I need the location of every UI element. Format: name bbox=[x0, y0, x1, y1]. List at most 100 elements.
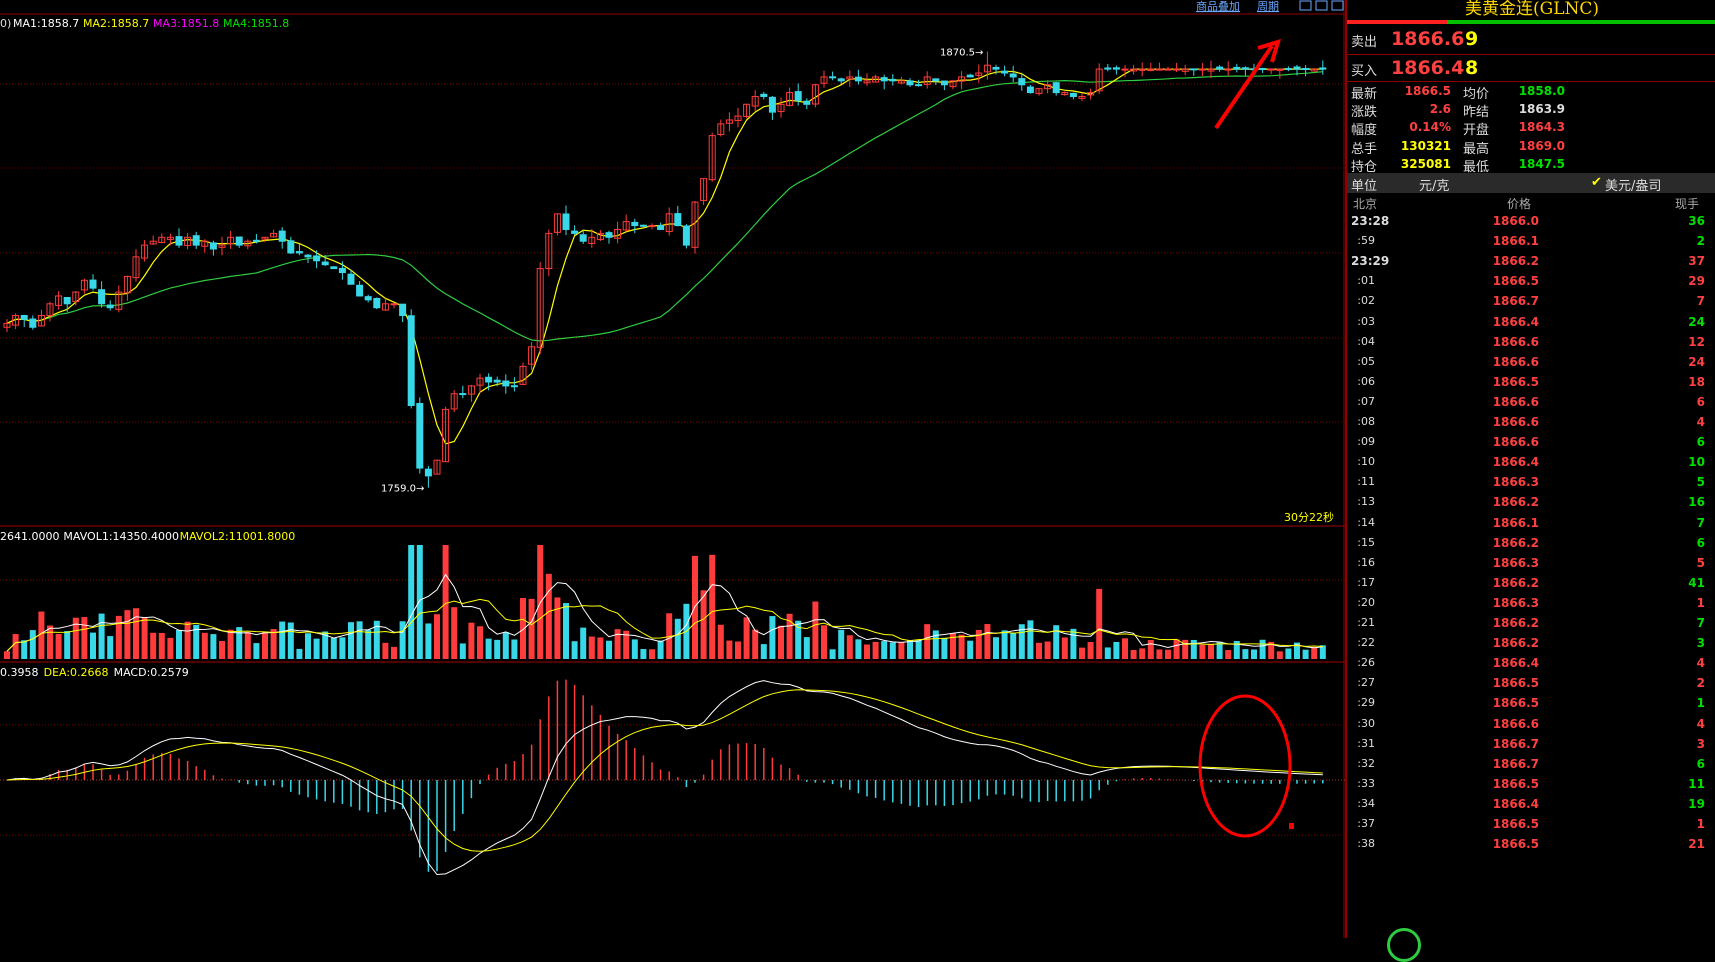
volume-bar bbox=[932, 630, 939, 659]
volume-bar bbox=[580, 627, 587, 659]
trade-volume: 7 bbox=[1696, 515, 1705, 530]
candle-body bbox=[863, 80, 871, 84]
volume-bar bbox=[1216, 641, 1223, 659]
stat-value: 325081 bbox=[1400, 156, 1451, 171]
trade-volume: 6 bbox=[1696, 535, 1705, 550]
candle-body bbox=[1224, 68, 1232, 71]
trade-time: 23:28 bbox=[1351, 214, 1390, 228]
trade-row: :38 1866.5 21 bbox=[1347, 837, 1715, 857]
candle-body bbox=[751, 95, 759, 107]
unit-alt[interactable]: 美元/盎司 bbox=[1605, 179, 1662, 194]
expand-icon bbox=[1315, 0, 1328, 11]
check-icon[interactable]: ✔ bbox=[1591, 175, 1602, 190]
candle-body bbox=[364, 296, 372, 301]
candle-body bbox=[1198, 68, 1206, 71]
trade-row: :07 1866.6 6 bbox=[1347, 395, 1715, 415]
bid-row[interactable]: 买入 1866.4 8 bbox=[1347, 55, 1715, 82]
window-icon bbox=[1331, 0, 1344, 11]
candle-body bbox=[528, 346, 536, 365]
candle-body bbox=[407, 315, 415, 406]
trade-volume: 6 bbox=[1696, 394, 1705, 409]
candle-body bbox=[338, 267, 346, 273]
volume-bar bbox=[416, 545, 423, 659]
trade-price: 1866.4 bbox=[1492, 796, 1539, 811]
trade-price: 1866.2 bbox=[1492, 575, 1539, 590]
candle-body bbox=[1095, 68, 1103, 92]
candle-body bbox=[261, 236, 269, 240]
volume-bar bbox=[124, 610, 131, 659]
sell-price: 1866.6 bbox=[1391, 28, 1465, 50]
candle-body bbox=[132, 256, 140, 279]
candle-body bbox=[1009, 73, 1017, 78]
candle-body bbox=[123, 275, 131, 294]
candle-body bbox=[476, 377, 484, 386]
legend-item: MA4:1851.8 bbox=[223, 17, 289, 30]
trade-time: :15 bbox=[1357, 535, 1375, 549]
candle-body bbox=[648, 225, 656, 228]
candle-body bbox=[485, 376, 493, 383]
kline-chart[interactable]: 商品叠加 周期 0) MA1:1858.7 MA2:1858.7 MA3:1851.8 MA… bbox=[0, 0, 1345, 938]
candle-body bbox=[562, 213, 570, 230]
volume-bar bbox=[554, 597, 561, 659]
volume-bar bbox=[726, 640, 733, 659]
highlight-circle bbox=[1198, 694, 1292, 838]
candle-body bbox=[717, 123, 725, 136]
unit-value[interactable]: 元/克 bbox=[1419, 179, 1450, 194]
candle-body bbox=[1018, 78, 1026, 86]
trade-row: :15 1866.2 6 bbox=[1347, 536, 1715, 556]
trade-time: :13 bbox=[1357, 495, 1375, 509]
candle-body bbox=[958, 76, 966, 82]
candle-body bbox=[399, 303, 407, 317]
volume-bar bbox=[778, 625, 784, 659]
stat-label: 昨结 bbox=[1463, 105, 1490, 121]
buy-qty: 8 bbox=[1465, 57, 1479, 79]
unit-label: 单位 bbox=[1351, 179, 1378, 194]
ma-short-line bbox=[6, 68, 1323, 445]
candle-body bbox=[553, 213, 561, 233]
candle-body bbox=[829, 76, 837, 79]
candle-body bbox=[1155, 68, 1163, 71]
candle-body bbox=[218, 244, 226, 248]
stat-value: 1863.9 bbox=[1518, 102, 1565, 117]
candle-body bbox=[106, 304, 114, 309]
volume-bar bbox=[399, 621, 406, 659]
candle-body bbox=[381, 303, 389, 311]
candle-body bbox=[897, 80, 905, 84]
ask-row[interactable]: 卖出 1866.6 9 bbox=[1347, 26, 1715, 53]
volume-bar bbox=[322, 631, 329, 659]
trade-price: 1866.1 bbox=[1492, 234, 1539, 249]
volume-bar bbox=[253, 643, 260, 659]
volume-bar bbox=[81, 617, 88, 659]
candle-body bbox=[854, 76, 862, 82]
volume-bar bbox=[1182, 639, 1189, 659]
volume-bar bbox=[391, 646, 397, 659]
stat-value: 130321 bbox=[1400, 138, 1451, 153]
trade-price: 1866.2 bbox=[1492, 636, 1539, 651]
volume-bar bbox=[64, 631, 71, 659]
trade-volume: 1 bbox=[1696, 595, 1705, 610]
candle-body bbox=[510, 385, 518, 388]
volume-bar bbox=[348, 622, 354, 659]
legend-item: MACD:0.2579 bbox=[114, 666, 189, 679]
trade-price: 1866.2 bbox=[1492, 254, 1539, 269]
volume-bar bbox=[950, 633, 956, 659]
trade-price: 1866.2 bbox=[1492, 495, 1539, 510]
trade-time: :01 bbox=[1357, 274, 1375, 288]
mavol2-line bbox=[6, 598, 1323, 652]
candle-body bbox=[579, 234, 587, 242]
candle-body bbox=[304, 254, 312, 258]
candle-body bbox=[1069, 92, 1077, 97]
volume-bar bbox=[236, 627, 243, 659]
trade-price: 1866.4 bbox=[1492, 314, 1539, 329]
gauge-icon[interactable] bbox=[1387, 928, 1421, 962]
volume-bar bbox=[769, 616, 776, 659]
unit-row[interactable]: 单位 元/克 ✔ 美元/盎司 bbox=[1347, 173, 1715, 194]
volume-bar bbox=[795, 620, 802, 659]
candle-body bbox=[287, 240, 295, 254]
countdown-label: 30分22秒 bbox=[1284, 510, 1334, 524]
trade-volume: 3 bbox=[1696, 736, 1705, 751]
trade-volume: 5 bbox=[1696, 555, 1705, 570]
trade-volume: 18 bbox=[1688, 374, 1705, 389]
candle-body bbox=[1052, 82, 1060, 94]
trade-time: :22 bbox=[1357, 636, 1375, 650]
